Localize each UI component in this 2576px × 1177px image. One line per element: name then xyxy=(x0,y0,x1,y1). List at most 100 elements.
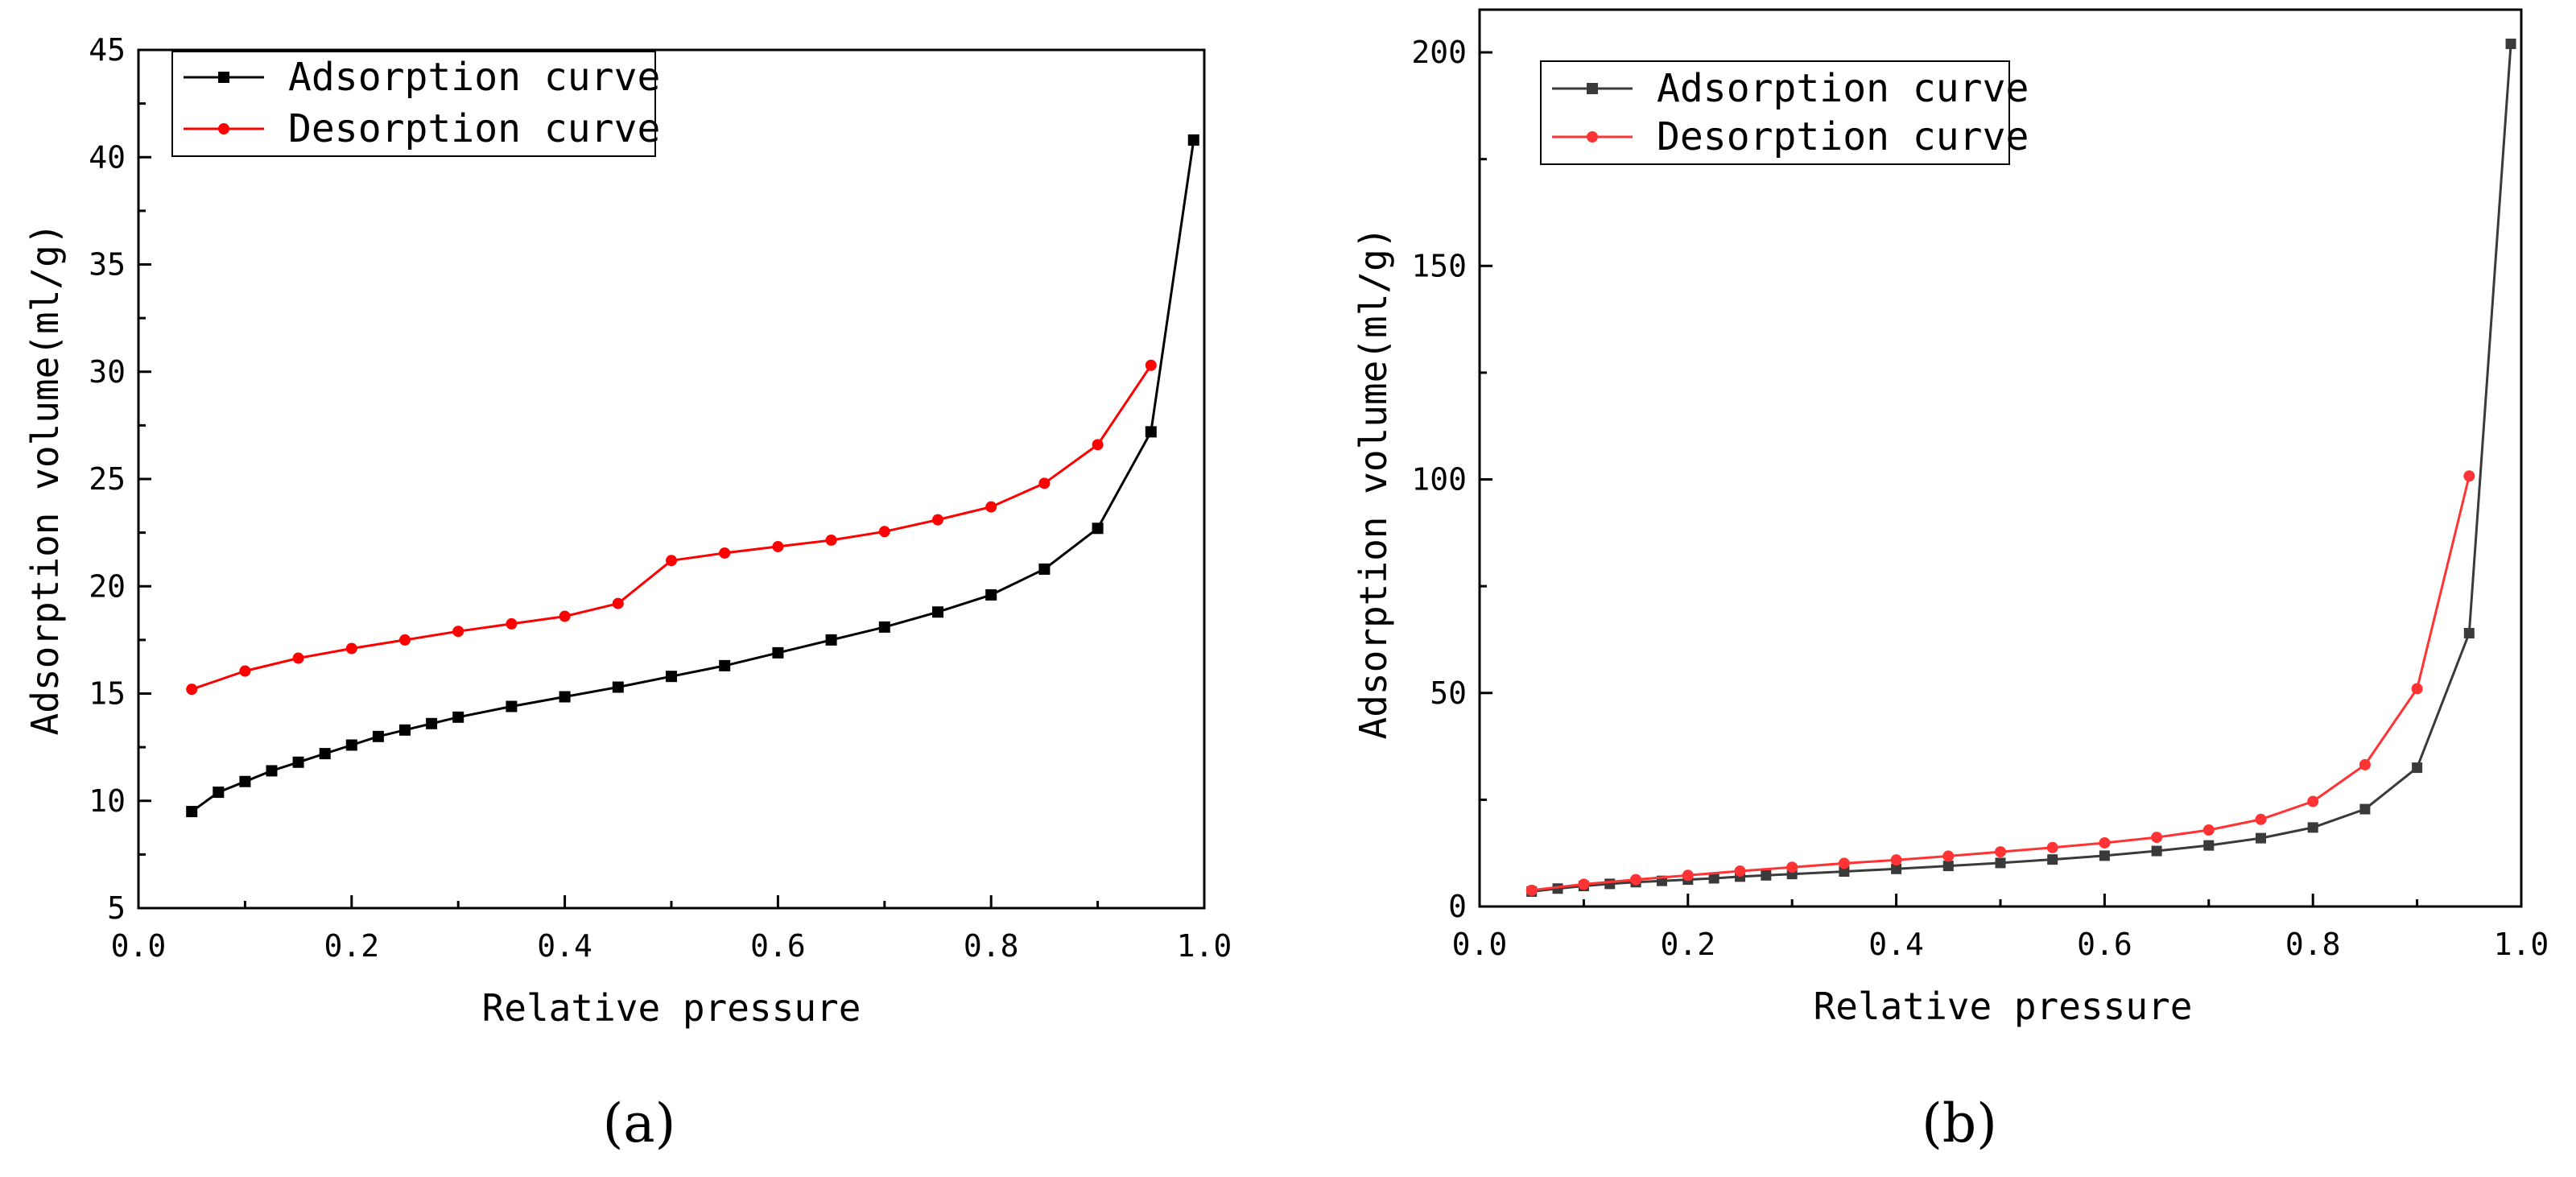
data-point-adsorption xyxy=(399,724,411,736)
y-tick-label: 100 xyxy=(1411,462,1467,498)
data-point-adsorption xyxy=(612,681,624,693)
series-line-desorption xyxy=(191,364,1153,691)
y-tick-label: 20 xyxy=(89,568,126,604)
y-tick-label: 50 xyxy=(1430,675,1467,711)
y-tick-label: 35 xyxy=(89,247,126,283)
data-point-adsorption xyxy=(2505,38,2516,49)
data-point-desorption xyxy=(1038,477,1051,489)
data-point-adsorption xyxy=(2203,840,2215,851)
legend-marker-square xyxy=(218,72,229,83)
data-point-adsorption xyxy=(2307,822,2318,833)
legend-a: Adsorption curve Desorption curve xyxy=(171,51,660,157)
y-tick-label: 15 xyxy=(89,676,126,712)
y-tick-label: 200 xyxy=(1411,35,1467,70)
x-tick-label: 0.8 xyxy=(964,928,1019,964)
data-point-adsorption xyxy=(2412,762,2423,774)
data-point-desorption xyxy=(452,626,464,638)
x-tick-label: 0.6 xyxy=(2077,927,2132,962)
y-tick-label: 10 xyxy=(89,783,126,819)
data-point-desorption xyxy=(1890,854,1902,866)
y-tick-label: 5 xyxy=(107,890,126,926)
data-point-desorption xyxy=(345,642,357,655)
data-point-desorption xyxy=(612,597,624,609)
data-point-adsorption xyxy=(1942,861,1954,872)
legend-box xyxy=(1540,60,2010,165)
series-line-adsorption xyxy=(191,139,1195,813)
axis-ticks-b: 0.0 0.2 0.4 0.6 0.8 1.0 0 50 100 150 200 xyxy=(1411,35,2549,962)
data-point-adsorption xyxy=(319,748,331,760)
x-tick-label: 1.0 xyxy=(2494,927,2549,962)
data-point-adsorption xyxy=(1604,878,1616,890)
data-point-desorption xyxy=(2359,758,2371,770)
x-tick-label: 0.6 xyxy=(750,928,806,964)
x-tick-label: 0.0 xyxy=(111,928,167,964)
x-tick-label: 0.2 xyxy=(1660,927,1715,962)
data-point-desorption xyxy=(2307,795,2319,807)
data-point-desorption xyxy=(2046,841,2058,853)
data-point-desorption xyxy=(2411,683,2423,695)
data-point-desorption xyxy=(292,652,304,664)
legend-marker-circle xyxy=(1587,131,1598,142)
data-point-desorption xyxy=(1578,878,1590,890)
data-point-desorption xyxy=(878,526,890,538)
y-tick-label: 40 xyxy=(89,139,126,175)
data-point-adsorption xyxy=(426,717,438,729)
series-line-desorption xyxy=(1531,475,2471,892)
x-tick-label: 0.4 xyxy=(1868,927,1924,962)
data-point-desorption xyxy=(399,634,411,646)
data-point-desorption xyxy=(932,514,943,526)
data-point-adsorption xyxy=(666,671,677,683)
y-tick-label: 45 xyxy=(89,32,126,68)
data-point-desorption xyxy=(239,665,251,677)
legend-label-adsorption: Adsorption curve xyxy=(1657,66,2029,111)
data-point-desorption xyxy=(666,555,677,567)
panel-label-a: (a) xyxy=(603,1092,676,1154)
data-point-adsorption xyxy=(2359,803,2371,815)
data-point-desorption xyxy=(1786,861,1798,873)
data-point-desorption xyxy=(1630,873,1642,886)
data-point-adsorption xyxy=(452,711,464,723)
data-point-desorption xyxy=(2463,470,2475,482)
data-point-adsorption xyxy=(1891,863,1902,874)
data-point-adsorption xyxy=(372,730,384,742)
data-point-adsorption xyxy=(1092,522,1104,535)
x-axis-title-a: Relative pressure xyxy=(482,986,861,1030)
legend-marker-circle xyxy=(218,123,229,134)
x-tick-label: 1.0 xyxy=(1177,928,1232,964)
data-point-adsorption xyxy=(2256,832,2266,844)
data-point-desorption xyxy=(985,501,997,513)
x-tick-label: 0.2 xyxy=(324,928,379,964)
legend-label-desorption: Desorption curve xyxy=(288,106,660,151)
x-axis-title-b: Relative pressure xyxy=(1814,985,2193,1028)
data-point-desorption xyxy=(1838,857,1850,869)
x-tick-label: 0.4 xyxy=(537,928,592,964)
y-axis-title-b: Adsorption volume(ml/g) xyxy=(1352,227,1395,740)
data-point-adsorption xyxy=(506,700,518,712)
data-point-adsorption xyxy=(2151,845,2162,857)
data-point-adsorption xyxy=(878,621,890,633)
legend-label-desorption: Desorption curve xyxy=(1657,114,2029,159)
data-point-adsorption xyxy=(2099,850,2110,861)
data-point-desorption xyxy=(1734,865,1746,877)
data-point-desorption xyxy=(1682,869,1694,882)
x-tick-label: 0.0 xyxy=(1452,927,1508,962)
data-point-adsorption xyxy=(719,659,731,671)
data-point-desorption xyxy=(1525,884,1538,896)
panel-label-b: (b) xyxy=(1922,1092,1997,1154)
data-point-desorption xyxy=(1942,850,1955,862)
data-point-adsorption xyxy=(266,765,278,777)
data-point-adsorption xyxy=(2463,627,2475,638)
data-point-adsorption xyxy=(825,634,837,646)
data-point-adsorption xyxy=(1187,134,1199,146)
data-point-adsorption xyxy=(985,588,997,601)
data-point-desorption xyxy=(1995,846,2006,858)
data-point-desorption xyxy=(2255,813,2267,825)
chart-panel-b: 0.0 0.2 0.4 0.6 0.8 1.0 0 50 100 150 200 Adsorptio… xyxy=(1352,8,2549,1154)
data-point-desorption xyxy=(2202,824,2215,836)
data-point-adsorption xyxy=(772,646,784,659)
axis-ticks-a: 0.0 0.2 0.4 0.6 0.8 1.0 5 10 15 20 25 30 35 40 45 xyxy=(89,32,1232,964)
data-point-desorption xyxy=(1092,439,1104,451)
y-tick-label: 30 xyxy=(89,354,126,390)
series-group-b xyxy=(1525,38,2516,897)
